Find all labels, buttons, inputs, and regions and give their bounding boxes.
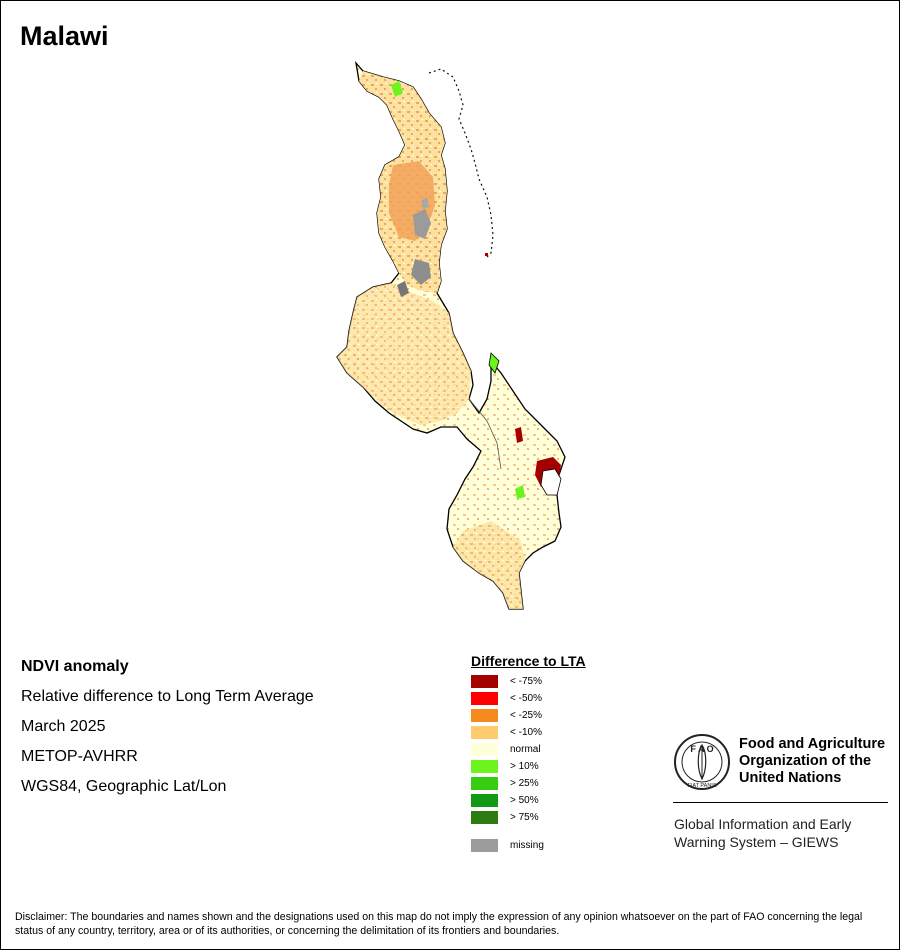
legend-item: > 50% <box>471 792 586 809</box>
info-sensor: METOP-AVHRR <box>21 748 138 765</box>
fao-name-line: United Nations <box>739 770 842 786</box>
legend-item: < -25% <box>471 707 586 724</box>
map-info: NDVI anomaly Relative difference to Long… <box>21 657 314 807</box>
legend-swatch <box>471 794 498 807</box>
legend-label: > 10% <box>510 761 539 772</box>
map-title: Malawi <box>20 21 109 51</box>
legend: Difference to LTA < -75% < -50% < -25% <… <box>471 653 586 854</box>
info-date: March 2025 <box>21 718 106 735</box>
positive-anomaly-patch <box>488 352 500 374</box>
legend-title: Difference to LTA <box>471 653 586 669</box>
giews-line: Global Information and Early <box>674 816 852 832</box>
legend-label: > 25% <box>510 778 539 789</box>
central-anomaly-zone <box>337 283 471 425</box>
info-subtitle: Relative difference to Long Term Average <box>21 688 314 705</box>
fao-logo-motto: FIAT PANIS <box>687 783 716 789</box>
legend-swatch <box>471 777 498 790</box>
legend-label: < -75% <box>510 676 542 687</box>
legend-label: > 75% <box>510 812 539 823</box>
legend-label: < -50% <box>510 693 542 704</box>
fao-name-line: Food and Agriculture <box>739 736 886 752</box>
missing-data-patch <box>421 197 429 209</box>
legend-label: > 50% <box>510 795 539 806</box>
legend-label: < -25% <box>510 710 542 721</box>
fao-logo-icon: F A O FIAT PANIS <box>674 734 730 790</box>
legend-item: > 25% <box>471 775 586 792</box>
info-projection: WGS84, Geographic Lat/Lon <box>21 778 227 795</box>
southern-dry-zone <box>453 521 525 609</box>
lake-chilwa <box>540 468 562 496</box>
legend-item: > 10% <box>471 758 586 775</box>
legend-item: < -75% <box>471 673 586 690</box>
giews-line: Warning System – GIEWS <box>674 834 839 850</box>
legend-label: < -10% <box>510 727 542 738</box>
legend-item: < -10% <box>471 724 586 741</box>
legend-item: < -50% <box>471 690 586 707</box>
legend-swatch <box>471 726 498 739</box>
positive-anomaly-patch <box>391 81 403 97</box>
legend-item: > 75% <box>471 809 586 826</box>
positive-anomaly-patch <box>515 485 525 499</box>
info-heading: NDVI anomaly <box>21 658 129 675</box>
legend-swatch <box>471 692 498 705</box>
giews-label: Global Information and Early Warning Sys… <box>674 815 851 851</box>
malawi-ndvi-map <box>336 60 566 610</box>
legend-swatch <box>471 811 498 824</box>
legend-label: normal <box>510 744 541 755</box>
legend-item: normal <box>471 741 586 758</box>
legend-swatch <box>471 709 498 722</box>
lake-island <box>485 253 488 256</box>
severe-negative-patch <box>515 427 523 443</box>
missing-data-patch <box>411 259 431 285</box>
legend-item-missing: missing <box>471 837 586 854</box>
fao-name-line: Organization of the <box>739 753 872 769</box>
legend-swatch <box>471 760 498 773</box>
lake-shore-line <box>428 68 494 258</box>
legend-swatch-missing <box>471 839 498 852</box>
internal-boundary <box>468 398 502 470</box>
fao-logo-letters: F A O <box>690 744 713 754</box>
missing-data-patch <box>397 281 409 297</box>
missing-data-patch <box>413 209 431 239</box>
legend-swatch <box>471 743 498 756</box>
fao-divider <box>673 802 888 803</box>
legend-swatch <box>471 675 498 688</box>
fao-name: Food and Agriculture Organization of the… <box>739 736 885 787</box>
legend-label-missing: missing <box>510 840 544 851</box>
disclaimer: Disclaimer: The boundaries and names sho… <box>15 911 863 937</box>
